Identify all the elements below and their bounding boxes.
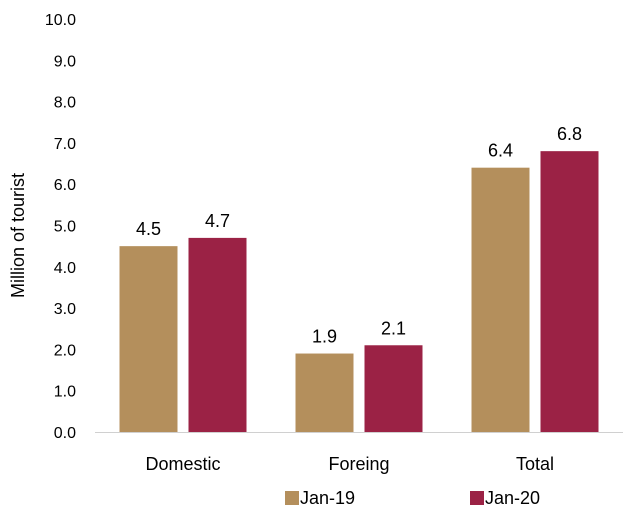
y-tick-label: 6.0 [54, 177, 76, 194]
data-label: 4.7 [205, 211, 230, 231]
data-label: 6.4 [488, 141, 513, 161]
plot-area: 4.5 4.7 1.9 2.1 6.4 6.8 [119, 124, 599, 432]
x-axis-categories: Domestic Foreing Total [145, 454, 554, 474]
bar [540, 151, 599, 432]
y-axis-title: Million of tourist [8, 173, 28, 298]
y-tick-label: 8.0 [54, 95, 76, 112]
legend: Jan-19 Jan-20 [285, 488, 540, 506]
data-label: 4.5 [136, 219, 161, 239]
x-tick-label: Domestic [145, 454, 220, 474]
data-label: 6.8 [557, 124, 582, 144]
bar [364, 345, 423, 432]
y-axis-ticks: 0.0 1.0 2.0 3.0 4.0 5.0 6.0 7.0 8.0 9.0 10.0 [45, 12, 76, 442]
bar [119, 246, 178, 432]
y-tick-label: 1.0 [54, 384, 76, 401]
legend-swatch [285, 491, 299, 505]
legend-label: Jan-20 [485, 488, 540, 506]
x-tick-label: Total [516, 454, 554, 474]
bar [188, 237, 247, 432]
y-tick-label: 10.0 [45, 12, 76, 29]
data-label: 2.1 [381, 318, 406, 338]
y-tick-label: 9.0 [54, 53, 76, 70]
y-tick-label: 2.0 [54, 342, 76, 359]
bar [295, 353, 354, 432]
y-tick-label: 0.0 [54, 425, 76, 442]
y-tick-label: 7.0 [54, 136, 76, 153]
y-tick-label: 5.0 [54, 219, 76, 236]
bar [471, 167, 530, 432]
data-label: 1.9 [312, 327, 337, 347]
y-tick-label: 4.0 [54, 260, 76, 277]
x-tick-label: Foreing [328, 454, 389, 474]
legend-swatch [470, 491, 484, 505]
legend-label: Jan-19 [300, 488, 355, 506]
y-tick-label: 3.0 [54, 301, 76, 318]
